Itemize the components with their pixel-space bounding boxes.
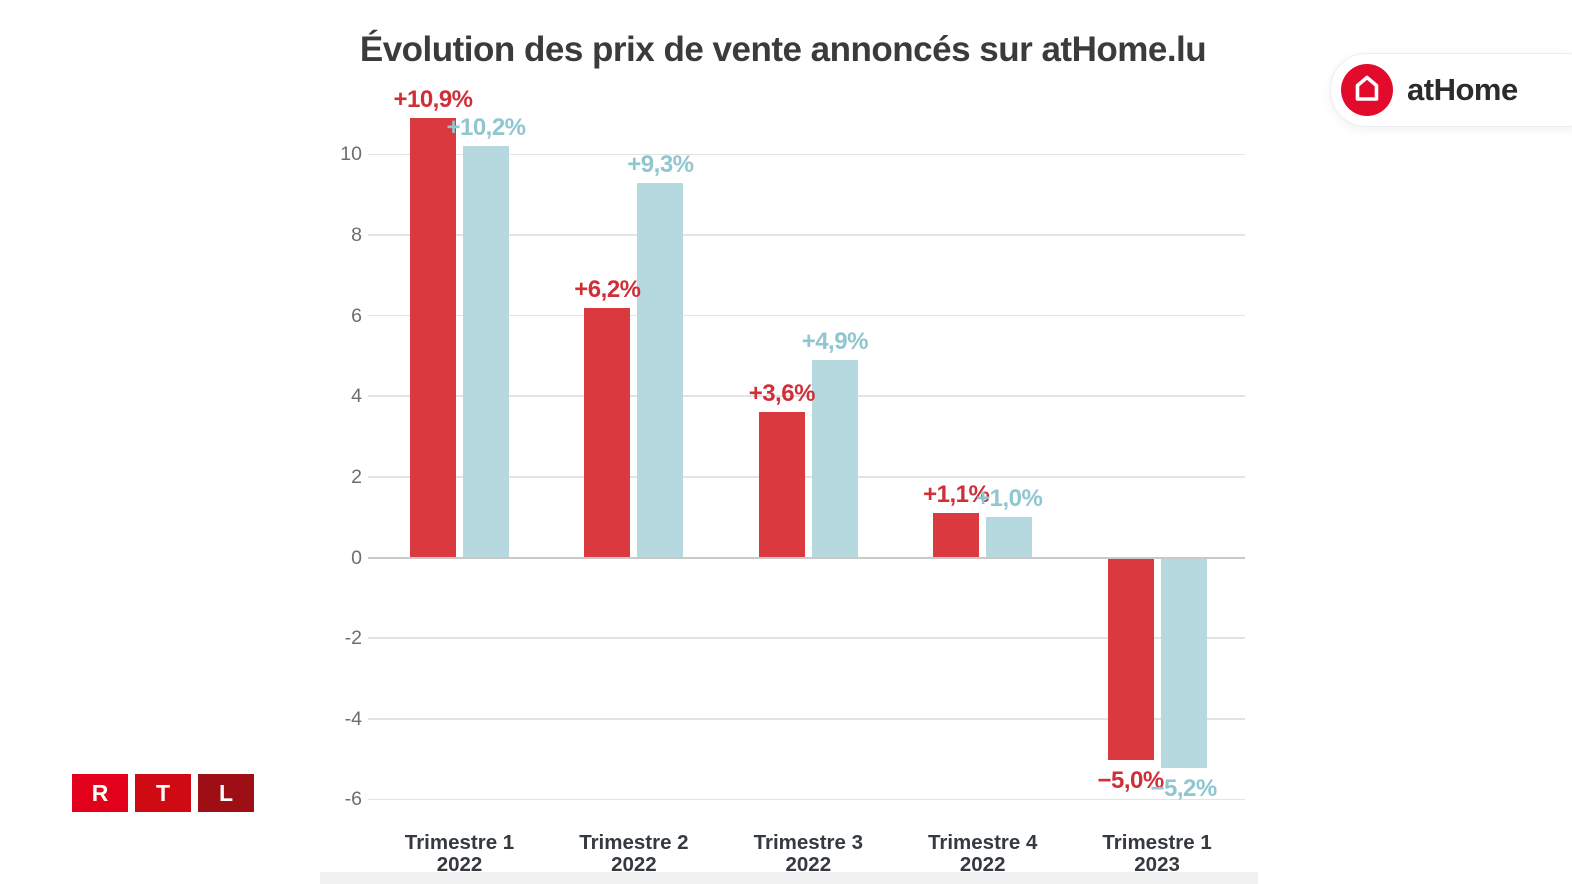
- bar-value-label: +3,6%: [748, 380, 816, 408]
- x-category-line2: 2022: [611, 853, 657, 876]
- house-icon: [1341, 64, 1393, 116]
- x-category-label: Trimestre 2 2022: [547, 832, 721, 876]
- x-category-label: Trimestre 4 2022: [896, 832, 1070, 876]
- bar-value-label: +1,1%: [923, 481, 990, 509]
- bottom-strip: [320, 872, 1258, 884]
- chart-title: Évolution des prix de vente annoncés sur…: [359, 30, 1207, 69]
- y-tick-label: 6: [351, 304, 362, 327]
- x-category-label: Trimestre 1 2023: [1070, 832, 1244, 876]
- rtl-letter-block: R: [72, 774, 128, 812]
- y-tick-label: -4: [344, 707, 362, 730]
- rtl-letter-block: L: [198, 774, 254, 812]
- bar-value-label: +10,9%: [393, 86, 473, 113]
- y-tick-label: -2: [344, 627, 362, 650]
- bar-serie-bleue: [637, 182, 684, 558]
- x-category-line2: 2023: [1134, 853, 1180, 876]
- zero-gridline: [368, 556, 1245, 559]
- y-tick-label: 0: [351, 546, 362, 569]
- x-category-label: Trimestre 1 2022: [373, 832, 547, 876]
- bar-serie-rouge: [410, 118, 456, 558]
- gridline: [368, 637, 1245, 639]
- y-tick-label: 4: [351, 385, 362, 408]
- bar-serie-rouge: [933, 513, 980, 558]
- rtl-letter-block: T: [135, 774, 191, 812]
- y-tick-label: 2: [351, 465, 362, 488]
- bar-value-label: +6,2%: [574, 275, 641, 303]
- bar-serie-rouge: [758, 412, 805, 558]
- gridline: [368, 395, 1245, 397]
- y-tick-label: 10: [340, 143, 362, 166]
- x-category-line1: Trimestre 4: [927, 831, 1038, 854]
- x-category-line2: 2022: [436, 853, 483, 876]
- bar-value-label: +1,0%: [976, 485, 1043, 513]
- x-category-line1: Trimestre 1: [404, 831, 515, 854]
- bar-value-label: −5,0%: [1097, 767, 1164, 795]
- bar-value-label: +9,3%: [627, 150, 694, 178]
- gridline: [368, 314, 1245, 317]
- bar-serie-rouge: [584, 307, 631, 558]
- x-category-line1: Trimestre 2: [579, 831, 689, 854]
- x-category-label: Trimestre 3 2022: [721, 832, 895, 876]
- gridline: [368, 234, 1245, 236]
- bar-serie-bleue: [811, 359, 858, 558]
- athome-logo-badge: atHome: [1330, 53, 1572, 127]
- x-category-line1: Trimestre 1: [1102, 831, 1212, 854]
- bar-value-label: +10,2%: [446, 114, 526, 142]
- gridline: [368, 718, 1245, 720]
- athome-logo-text: atHome: [1407, 72, 1518, 107]
- gridline: [368, 153, 1245, 156]
- bar-serie-rouge: [1107, 558, 1154, 761]
- x-category-line2: 2022: [785, 853, 832, 876]
- bar-serie-bleue: [986, 517, 1033, 558]
- y-tick-label: -6: [344, 788, 362, 811]
- bar-serie-bleue: [463, 146, 509, 558]
- gridline: [368, 798, 1245, 801]
- bar-serie-bleue: [1160, 558, 1207, 769]
- x-category-line1: Trimestre 3: [753, 831, 863, 854]
- bar-value-label: −5,2%: [1150, 775, 1217, 803]
- bar-value-label: +4,9%: [801, 327, 869, 355]
- gridline: [368, 476, 1245, 478]
- x-category-line2: 2022: [959, 853, 1006, 876]
- y-tick-label: 8: [351, 223, 362, 246]
